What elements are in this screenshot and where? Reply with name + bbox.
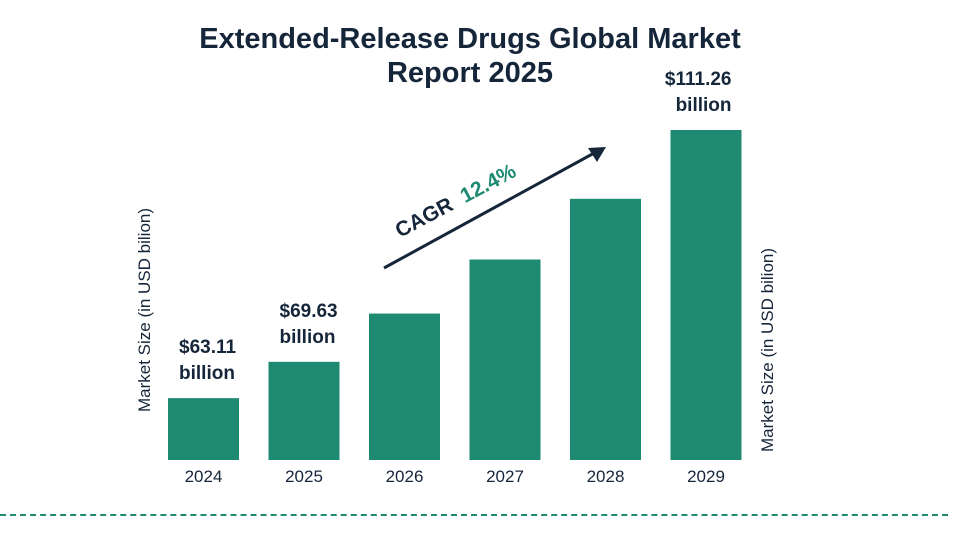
data-label-unit: billion <box>179 363 235 384</box>
x-tick-label: 2024 <box>185 467 223 486</box>
dashed-divider <box>0 514 948 516</box>
x-tick-label: 2026 <box>386 467 424 486</box>
data-label-unit: billion <box>280 327 336 348</box>
data-label-amount: $63.11 <box>179 337 236 358</box>
bar-2027 <box>469 259 541 460</box>
x-tick-label: 2028 <box>587 467 625 486</box>
cagr-arrow-head-icon <box>588 147 606 162</box>
data-label-unit: billion <box>676 95 732 116</box>
x-tick-label: 2027 <box>486 467 524 486</box>
bar-2028 <box>570 198 641 460</box>
title-line-2: Report 2025 <box>386 57 553 89</box>
cagr-arrow-line <box>383 150 597 270</box>
bar-2029 <box>670 130 742 460</box>
bar-2024 <box>168 398 239 460</box>
data-label-amount: $111.26 <box>665 69 732 90</box>
title-line-1: Extended-Release Drugs Global Market <box>199 23 741 55</box>
cagr-value: 12.4% <box>457 159 521 207</box>
data-label-amount: $69.63 <box>280 301 338 322</box>
x-tick-label: 2029 <box>687 467 725 486</box>
chart-title: Extended-Release Drugs Global Market Rep… <box>150 22 790 90</box>
bar-2025 <box>268 361 340 460</box>
x-tick-label: 2025 <box>285 467 323 486</box>
bar-2026 <box>369 313 440 460</box>
cagr-label: CAGR <box>392 190 463 242</box>
